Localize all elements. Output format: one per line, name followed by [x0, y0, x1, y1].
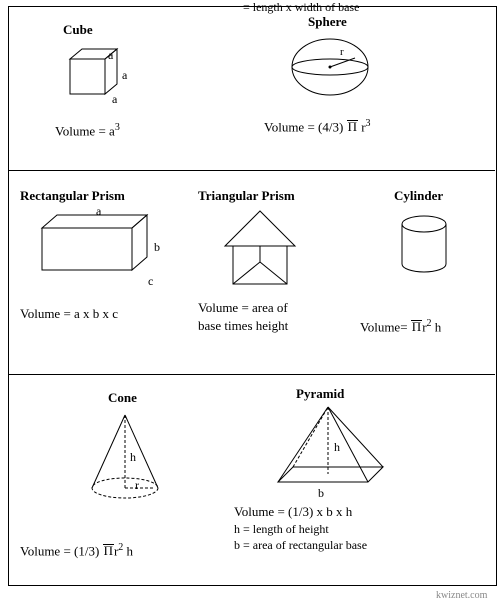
cylinder-formula-prefix: Volume= — [360, 319, 411, 334]
pyramid-note1: h = length of height — [234, 522, 329, 537]
sphere-formula: Volume = (4/3) Π r3 — [264, 118, 371, 135]
cone-dim-r: r — [135, 478, 139, 493]
page-container: Cube a a a Volume = a3 Sphere r Volume =… — [0, 0, 503, 612]
sphere-icon — [285, 34, 385, 104]
cube-title: Cube — [63, 22, 93, 38]
sphere-formula-mid: r — [358, 119, 366, 134]
cone-title: Cone — [108, 390, 137, 406]
cone-formula-suffix: h — [123, 543, 133, 558]
pyramid-dim-h: h — [334, 440, 340, 455]
pyramid-note2: b = area of rectangular base — [234, 538, 367, 553]
rect-prism-title: Rectangular Prism — [20, 188, 125, 204]
cone-formula: Volume = (1/3) Πr2 h — [20, 542, 133, 559]
pyramid-note3: = length x width of base — [234, 0, 359, 15]
tri-prism-formula-l1: Volume = area of — [198, 300, 288, 316]
cube-dim-a1: a — [108, 48, 113, 63]
watermark: kwiznet.com — [436, 590, 487, 601]
pyramid-dim-b: b — [318, 486, 324, 501]
tri-prism-icon — [215, 206, 315, 296]
cylinder-formula-suffix: h — [432, 319, 442, 334]
cylinder-title: Cylinder — [394, 188, 443, 204]
cube-formula: Volume = a3 — [55, 122, 120, 139]
pyramid-formula: Volume = (1/3) x b x h — [234, 504, 352, 520]
sphere-pi: Π — [347, 120, 358, 133]
rect-prism-dim-b: b — [154, 240, 160, 255]
cube-dim-a2: a — [122, 68, 127, 83]
cylinder-icon — [394, 214, 464, 284]
sphere-title: Sphere — [308, 14, 347, 30]
cube-icon — [60, 44, 130, 104]
sphere-formula-exp: 3 — [366, 118, 371, 129]
tri-prism-title: Triangular Prism — [198, 188, 295, 204]
rect-prism-formula: Volume = a x b x c — [20, 306, 118, 322]
rect-prism-dim-c: c — [148, 274, 153, 289]
cone-dim-h: h — [130, 450, 136, 465]
cube-formula-prefix: Volume = a — [55, 123, 115, 138]
pyramid-title: Pyramid — [296, 386, 344, 402]
pyramid-icon — [258, 402, 398, 502]
cylinder-formula: Volume= Πr2 h — [360, 318, 441, 335]
cylinder-pi: Π — [411, 320, 422, 333]
sphere-dim-r: r — [340, 46, 344, 58]
divider-1 — [8, 170, 495, 171]
cone-formula-prefix: Volume = (1/3) — [20, 543, 103, 558]
cone-pi: Π — [103, 544, 114, 557]
cube-dim-a3: a — [112, 92, 117, 107]
cube-formula-exp: 3 — [115, 122, 120, 133]
tri-prism-formula-l2: base times height — [198, 318, 288, 334]
divider-2 — [8, 374, 495, 375]
sphere-formula-prefix: Volume = (4/3) — [264, 119, 347, 134]
rect-prism-dim-a: a — [96, 204, 101, 219]
